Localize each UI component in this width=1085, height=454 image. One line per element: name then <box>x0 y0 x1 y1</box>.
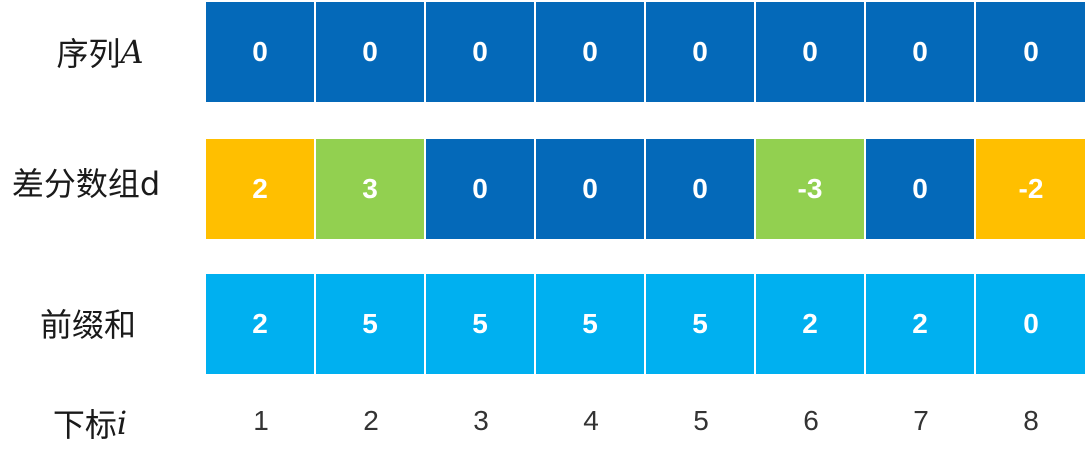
prefix-label-text: 前缀和 <box>39 306 136 344</box>
prefix-cell: 5 <box>536 274 646 374</box>
sequence-label-var: A <box>120 33 144 71</box>
index-value: 2 <box>363 405 379 436</box>
diff-row: 2 3 0 0 0 -3 0 -2 <box>206 139 1085 239</box>
sequence-label-text: 序列 <box>56 35 121 73</box>
index-row: 1 2 3 4 5 6 7 8 <box>206 405 1085 437</box>
sequence-cell: 0 <box>536 2 646 102</box>
sequence-label: 序列 A <box>0 32 200 73</box>
prefix-cell: 5 <box>426 274 536 374</box>
index-label-var: i <box>116 404 128 442</box>
sequence-cell: 0 <box>646 2 756 102</box>
index-label: 下标 i <box>0 403 180 444</box>
sequence-cell: 0 <box>206 2 316 102</box>
diff-label: 差分数组d <box>0 162 172 203</box>
diff-cell: -3 <box>756 139 866 239</box>
diff-cell: 0 <box>866 139 976 239</box>
diff-cell: 3 <box>316 139 426 239</box>
index-value: 5 <box>693 405 709 436</box>
diff-cell: 0 <box>536 139 646 239</box>
diff-cell: -2 <box>976 139 1085 239</box>
diff-cell: 2 <box>206 139 316 239</box>
prefix-cell: 2 <box>866 274 976 374</box>
sequence-cell: 0 <box>316 2 426 102</box>
index-value: 7 <box>913 405 929 436</box>
prefix-cell: 2 <box>206 274 316 374</box>
index-label-text: 下标 <box>52 406 117 444</box>
prefix-cell: 5 <box>316 274 426 374</box>
index-value: 8 <box>1023 405 1039 436</box>
index-value: 1 <box>253 405 269 436</box>
prefix-cell: 0 <box>976 274 1085 374</box>
diff-cell: 0 <box>646 139 756 239</box>
diff-cell: 0 <box>426 139 536 239</box>
sequence-cell: 0 <box>756 2 866 102</box>
index-value: 3 <box>473 405 489 436</box>
prefix-cell: 5 <box>646 274 756 374</box>
prefix-cell: 2 <box>756 274 866 374</box>
sequence-cell: 0 <box>866 2 976 102</box>
sequence-cell: 0 <box>426 2 536 102</box>
index-value: 6 <box>803 405 819 436</box>
diff-label-text: 差分数组d <box>11 165 161 203</box>
index-value: 4 <box>583 405 599 436</box>
sequence-cell: 0 <box>976 2 1085 102</box>
prefix-label: 前缀和 <box>0 303 176 344</box>
